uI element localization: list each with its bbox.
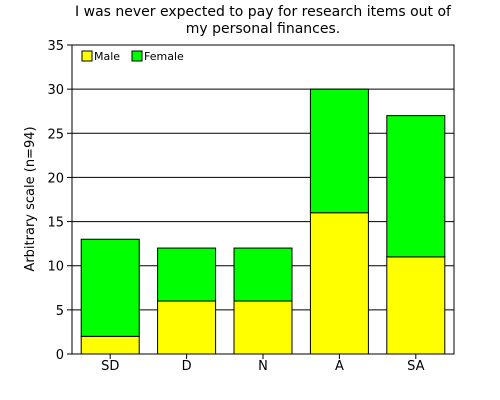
legend-label-male: Male <box>94 50 120 63</box>
legend-swatch-male <box>81 50 93 62</box>
y-tick-label: 10 <box>47 260 64 275</box>
y-tick-label: 0 <box>56 348 64 363</box>
x-tick-label: N <box>258 359 268 374</box>
x-tick-label: SD <box>101 359 119 374</box>
bar-A-female <box>309 88 369 214</box>
chart-title-line-2: my personal finances. <box>186 21 340 37</box>
bar-SD-female <box>80 238 140 337</box>
bar-SA-male <box>386 256 446 355</box>
y-tick-label: 15 <box>47 216 64 231</box>
y-tick-label: 30 <box>47 83 64 98</box>
bar-A-male <box>309 212 369 355</box>
plot-area-frame <box>71 44 455 355</box>
bar-N-male <box>233 300 293 355</box>
x-tick-label: D <box>182 359 192 374</box>
bar-D-female <box>157 247 217 302</box>
x-axis-ticks: SD D N A SA <box>101 354 425 374</box>
x-tick-label: SA <box>407 359 424 374</box>
chart-title-line-1: I was never expected to pay for research… <box>75 4 452 20</box>
y-axis-label: Arbitrary scale (n=94) <box>23 126 38 271</box>
bar-N-female <box>233 247 293 302</box>
y-tick-label: 25 <box>47 127 64 142</box>
legend: Male Female <box>81 50 184 63</box>
x-tick-label: A <box>335 359 344 374</box>
bar-D-male <box>157 300 217 355</box>
legend-swatch-female <box>131 50 143 62</box>
y-tick-label: 5 <box>56 304 64 319</box>
y-tick-label: 35 <box>47 39 64 54</box>
bar-SD-male <box>80 335 140 355</box>
legend-label-female: Female <box>144 50 184 63</box>
bar-SA-female <box>386 115 446 258</box>
y-axis-ticks: 0 5 10 15 20 25 30 35 <box>47 39 72 363</box>
bars <box>80 88 446 355</box>
y-tick-label: 20 <box>47 171 64 186</box>
